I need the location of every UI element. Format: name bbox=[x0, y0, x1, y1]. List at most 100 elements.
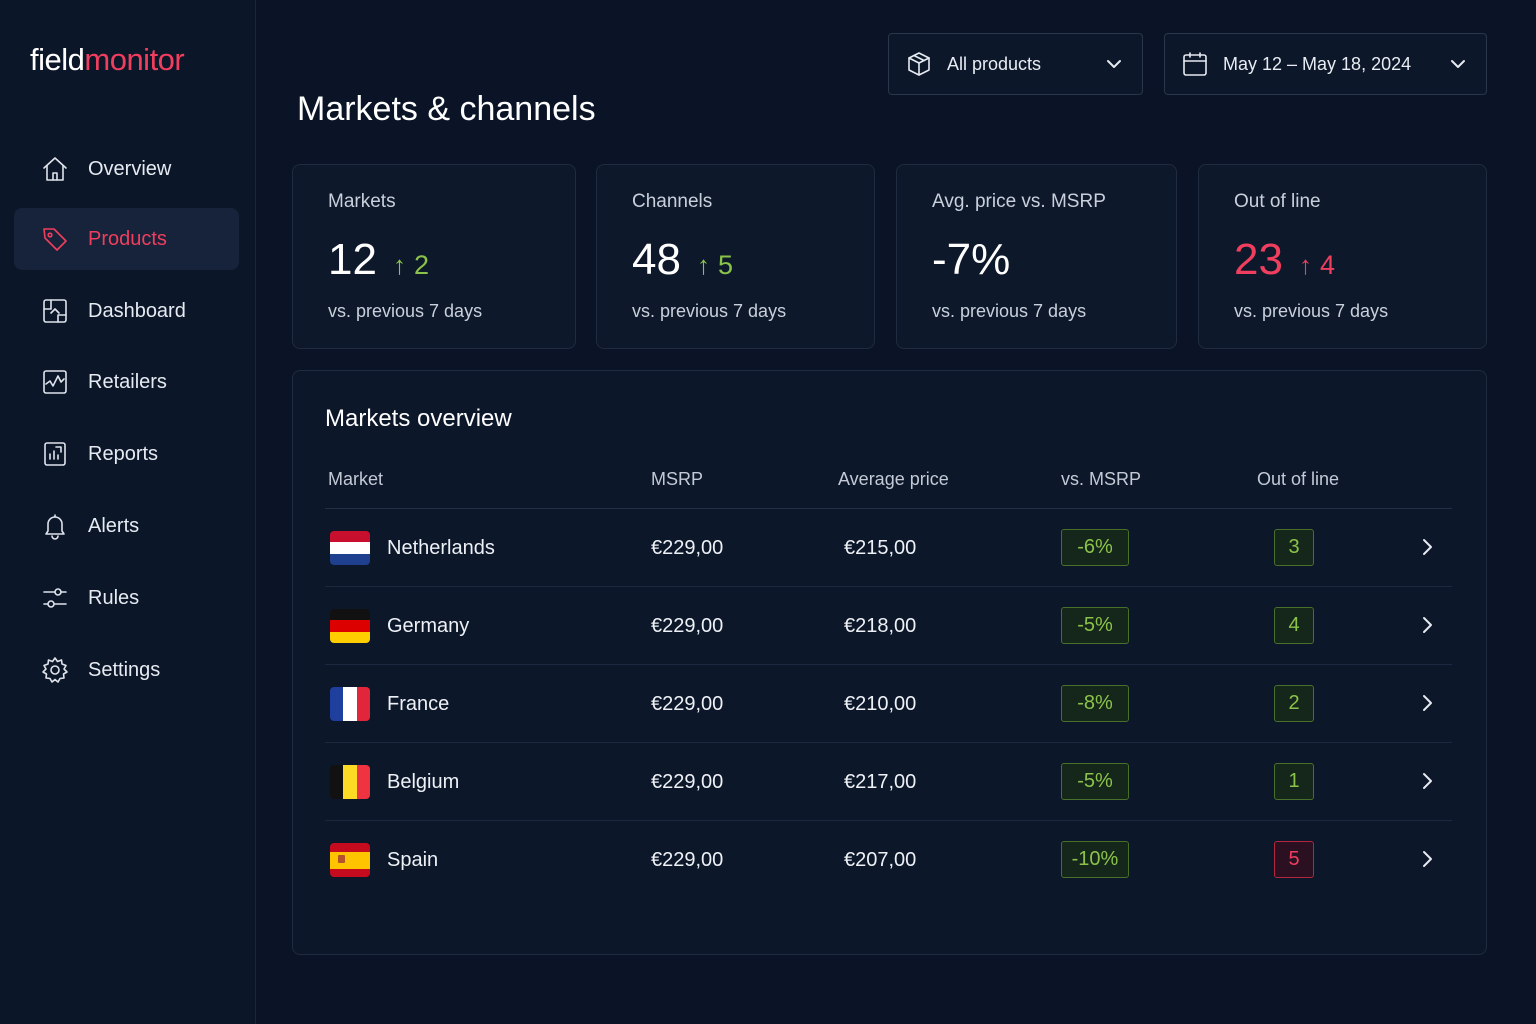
panel-title: Markets overview bbox=[325, 405, 512, 432]
msrp-value: €229,00 bbox=[651, 848, 724, 871]
sidebar-item-reports[interactable]: Reports bbox=[14, 423, 239, 485]
market-name: Germany bbox=[387, 614, 470, 637]
chevron-right-icon[interactable] bbox=[1416, 614, 1438, 636]
kpi-card-avg-price: Avg. price vs. MSRP -7% vs. previous 7 d… bbox=[896, 164, 1177, 349]
kpi-subtext: vs. previous 7 days bbox=[932, 301, 1087, 321]
kpi-label: Out of line bbox=[1234, 191, 1321, 212]
table-row[interactable]: Spain €229,00 €207,00 -10% 5 bbox=[325, 821, 1452, 899]
table-row[interactable]: Netherlands €229,00 €215,00 -6% 3 bbox=[325, 509, 1452, 587]
table-row[interactable]: France €229,00 €210,00 -8% 2 bbox=[325, 665, 1452, 743]
kpi-label: Channels bbox=[632, 191, 713, 212]
sidebar: fieldmonitor Overview Products Dashboard… bbox=[0, 0, 256, 1024]
out-of-line-badge: 5 bbox=[1274, 841, 1314, 878]
gear-icon bbox=[40, 655, 70, 685]
date-range-value: May 12 – May 18, 2024 bbox=[1223, 53, 1412, 74]
market-name: France bbox=[387, 692, 450, 715]
chevron-right-icon[interactable] bbox=[1416, 692, 1438, 714]
column-header-market[interactable]: Market bbox=[328, 469, 384, 489]
sidebar-item-label: Retailers bbox=[88, 370, 167, 393]
kpi-delta: ↑ 4 bbox=[1299, 250, 1335, 281]
out-of-line-badge: 2 bbox=[1274, 685, 1314, 722]
table-row[interactable]: Germany €229,00 €218,00 -5% 4 bbox=[325, 587, 1452, 665]
sidebar-item-dashboard[interactable]: Dashboard bbox=[14, 280, 239, 342]
sidebar-item-label: Dashboard bbox=[88, 299, 186, 322]
dashboard-icon bbox=[40, 296, 70, 326]
average-price-value: €210,00 bbox=[844, 692, 917, 715]
vs-msrp-badge: -5% bbox=[1061, 763, 1129, 800]
kpi-delta-value: 2 bbox=[413, 250, 429, 280]
sidebar-item-rules[interactable]: Rules bbox=[14, 567, 239, 629]
column-header-out-of-line[interactable]: Out of line bbox=[1257, 469, 1340, 489]
kpi-value: 23 bbox=[1234, 235, 1283, 284]
market-name: Spain bbox=[387, 848, 439, 871]
out-of-line-badge: 1 bbox=[1274, 763, 1314, 800]
bell-icon bbox=[40, 511, 70, 541]
arrow-up-icon: ↑ bbox=[392, 250, 406, 280]
tag-icon bbox=[40, 224, 70, 254]
kpi-value: -7% bbox=[932, 235, 1011, 284]
chevron-down-icon bbox=[1104, 54, 1124, 74]
kpi-card-channels: Channels 48 ↑ 5 vs. previous 7 days bbox=[596, 164, 875, 349]
kpi-value-row: 23 ↑ 4 bbox=[1234, 235, 1335, 285]
kpi-delta: ↑ 5 bbox=[697, 250, 733, 281]
retailers-icon bbox=[40, 367, 70, 397]
kpi-card-markets: Markets 12 ↑ 2 vs. previous 7 days bbox=[292, 164, 576, 349]
product-filter-select[interactable]: All products bbox=[888, 33, 1143, 95]
logo-text-field: field bbox=[30, 42, 85, 77]
kpi-label: Avg. price vs. MSRP bbox=[932, 191, 1106, 212]
reports-icon bbox=[40, 439, 70, 469]
vs-msrp-badge: -8% bbox=[1061, 685, 1129, 722]
kpi-card-out-of-line: Out of line 23 ↑ 4 vs. previous 7 days bbox=[1198, 164, 1487, 349]
date-range-select[interactable]: May 12 – May 18, 2024 bbox=[1164, 33, 1487, 95]
sidebar-item-retailers[interactable]: Retailers bbox=[14, 351, 239, 413]
kpi-value-row: -7% bbox=[932, 235, 1010, 285]
sidebar-item-label: Alerts bbox=[88, 514, 140, 537]
vs-msrp-badge: -10% bbox=[1061, 841, 1129, 878]
msrp-value: €229,00 bbox=[651, 536, 724, 559]
chevron-right-icon[interactable] bbox=[1416, 536, 1438, 558]
msrp-value: €229,00 bbox=[651, 614, 724, 637]
market-name: Netherlands bbox=[387, 536, 495, 559]
sidebar-item-label: Products bbox=[88, 227, 167, 250]
market-name: Belgium bbox=[387, 770, 460, 793]
flag-france-icon bbox=[330, 687, 370, 721]
average-price-value: €218,00 bbox=[844, 614, 917, 637]
app-logo[interactable]: fieldmonitor bbox=[30, 42, 185, 78]
calendar-icon bbox=[1181, 50, 1209, 78]
column-header-vs-msrp[interactable]: vs. MSRP bbox=[1061, 469, 1142, 489]
sidebar-item-alerts[interactable]: Alerts bbox=[14, 495, 239, 557]
chevron-right-icon[interactable] bbox=[1416, 848, 1438, 870]
vs-msrp-badge: -6% bbox=[1061, 529, 1129, 566]
logo-text-monitor: monitor bbox=[84, 42, 185, 77]
arrow-up-icon: ↑ bbox=[696, 250, 710, 280]
kpi-label: Markets bbox=[328, 191, 396, 212]
out-of-line-badge: 3 bbox=[1274, 529, 1314, 566]
kpi-delta-value: 4 bbox=[1319, 250, 1335, 280]
home-icon bbox=[40, 154, 70, 184]
kpi-subtext: vs. previous 7 days bbox=[328, 301, 483, 321]
column-header-average-price[interactable]: Average price bbox=[838, 469, 949, 489]
out-of-line-badge: 4 bbox=[1274, 607, 1314, 644]
average-price-value: €207,00 bbox=[844, 848, 917, 871]
table-row[interactable]: Belgium €229,00 €217,00 -5% 1 bbox=[325, 743, 1452, 821]
sidebar-item-label: Reports bbox=[88, 442, 159, 465]
vs-msrp-badge: -5% bbox=[1061, 607, 1129, 644]
flag-germany-icon bbox=[330, 609, 370, 643]
kpi-delta-value: 5 bbox=[717, 250, 733, 280]
chevron-down-icon bbox=[1448, 54, 1468, 74]
msrp-value: €229,00 bbox=[651, 692, 724, 715]
arrow-up-icon: ↑ bbox=[1298, 250, 1312, 280]
chevron-right-icon[interactable] bbox=[1416, 770, 1438, 792]
msrp-value: €229,00 bbox=[651, 770, 724, 793]
flag-netherlands-icon bbox=[330, 531, 370, 565]
sidebar-item-products[interactable]: Products bbox=[14, 208, 239, 270]
kpi-subtext: vs. previous 7 days bbox=[1234, 301, 1389, 321]
kpi-delta: ↑ 2 bbox=[393, 250, 429, 281]
box-icon bbox=[905, 50, 933, 78]
sidebar-item-overview[interactable]: Overview bbox=[14, 138, 239, 200]
column-header-msrp[interactable]: MSRP bbox=[651, 469, 704, 489]
sidebar-item-label: Settings bbox=[88, 658, 161, 681]
average-price-value: €217,00 bbox=[844, 770, 917, 793]
sidebar-item-settings[interactable]: Settings bbox=[14, 639, 239, 701]
kpi-value-row: 48 ↑ 5 bbox=[632, 235, 733, 285]
